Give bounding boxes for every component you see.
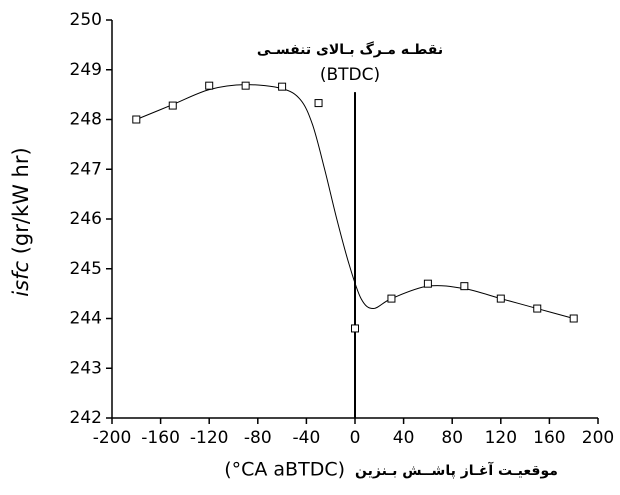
data-point: [423, 279, 432, 288]
y-label: isfc (gr/kW hr): [9, 147, 33, 296]
x-tick-label: 200: [582, 428, 614, 448]
y-tick-label: 246: [70, 209, 102, 229]
y-tick-label: 245: [70, 259, 102, 279]
y-tick-label: 244: [70, 309, 102, 329]
data-point: [241, 81, 250, 90]
x-tick-label: 0: [350, 428, 361, 448]
data-point: [496, 294, 505, 303]
x-tick-label: -80: [244, 428, 272, 448]
data-point: [168, 101, 177, 110]
annotation-sub: (BTDC): [320, 65, 380, 85]
data-point: [533, 304, 542, 313]
x-tick-label: 120: [485, 428, 517, 448]
data-point: [278, 82, 287, 91]
x-tick-label: -160: [141, 428, 180, 448]
data-point: [205, 81, 214, 90]
x-tick-label: 80: [441, 428, 463, 448]
data-point: [314, 99, 323, 108]
y-tick-label: 250: [70, 10, 102, 30]
y-tick-label: 249: [70, 60, 102, 80]
y-tick-label: 242: [70, 408, 102, 428]
x-label-fa: موقعیـت آغـاز پاشــش بـنزین: [355, 461, 558, 479]
x-tick-label: 40: [393, 428, 415, 448]
x-tick-label: 160: [533, 428, 565, 448]
annotation: نقطـه مـرگ بـالای تنفسـی: [257, 41, 443, 58]
x-tick-label: -120: [190, 428, 229, 448]
x-tick-label: -40: [293, 428, 321, 448]
y-tick-label: 243: [70, 358, 102, 378]
data-point: [132, 115, 141, 124]
x-tick-label: -200: [93, 428, 132, 448]
x-label-en: (°CA aBTDC): [224, 459, 345, 481]
y-tick-label: 247: [70, 159, 102, 179]
y-label-italic: isfc: [9, 261, 33, 297]
y-label-unit: (gr/kW hr): [9, 147, 33, 254]
data-point: [351, 324, 359, 333]
y-tick-label: 248: [70, 110, 102, 130]
data-point: [460, 282, 469, 291]
data-point: [387, 294, 396, 303]
data-point: [569, 314, 578, 323]
